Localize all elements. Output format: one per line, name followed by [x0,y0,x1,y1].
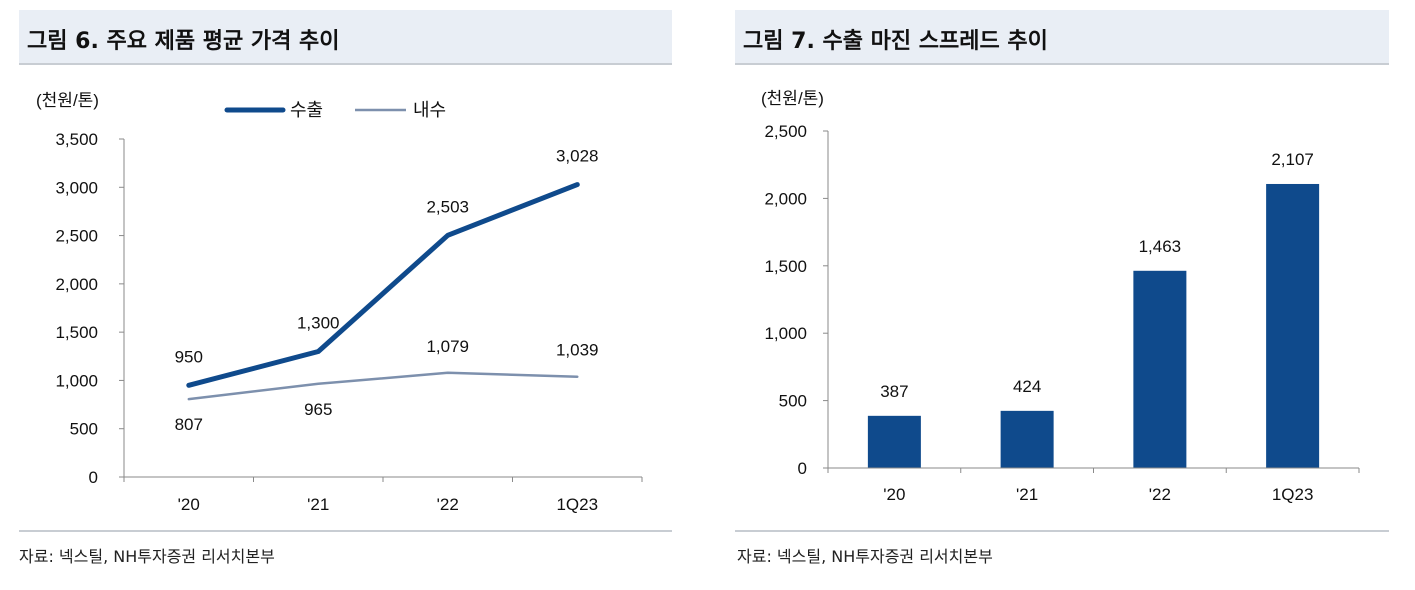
series-line-export [186,182,580,388]
line-chart: (천원/톤) 0 500 1,000 1,500 2,000 2,500 3,000 3,500… [36,91,643,514]
unit-label: (천원/톤) [36,91,99,110]
bar-value-label: 424 [1013,377,1041,396]
x-tick-label: '22 [1149,485,1171,504]
bar-value-label: 1,463 [1139,237,1182,256]
legend-label-export: 수출 [290,100,323,120]
source-note: 자료: 넥스틸, NH투자증권 리서치본부 [737,547,993,566]
y-tick-label: 500 [779,392,807,411]
x-tick-label: 1Q23 [556,495,598,514]
data-label-export: 1,300 [297,313,340,332]
figure-title: 그림 7. 수출 마진 스프레드 추이 [743,29,1048,54]
series-line-domestic [187,371,579,401]
y-tick-label: 3,000 [55,178,98,197]
y-tick-label: 3,500 [55,130,98,149]
x-tick-label: '22 [437,495,459,514]
y-tick-label: 2,500 [764,122,807,141]
data-label-domestic: 1,079 [426,337,469,356]
y-tick-label: 1,000 [764,324,807,343]
data-label-export: 950 [175,347,203,366]
legend-label-domestic: 내수 [413,100,446,120]
bar-chart: (천원/톤) 0 500 1,000 1,500 2,000 2,500 387 424 1,46… [761,89,1360,504]
chart-panel-right: 그림 7. 수출 마진 스프레드 추이 (천원/톤) 0 500 1,000 1,500… [722,0,1415,590]
bar [1133,270,1187,468]
title-bar: 그림 7. 수출 마진 스프레드 추이 [735,10,1389,65]
y-tick-label: 2,500 [55,227,98,246]
bar-value-label: 387 [880,382,908,401]
y-tick-label: 1,500 [55,323,98,342]
x-tick-label: '20 [178,495,200,514]
x-tick-label: '21 [1016,485,1038,504]
x-tick-label: '21 [307,495,329,514]
y-tick-label: 0 [798,459,807,478]
source-note: 자료: 넥스틸, NH투자증권 리서치본부 [19,547,275,566]
y-tick-label: 1,000 [55,371,98,390]
y-tick-label: 2,000 [55,275,98,294]
data-label-export: 2,503 [426,197,469,216]
footer-divider [19,530,672,532]
chart-panel-left: 그림 6. 주요 제품 평균 가격 추이 (천원/톤) 0 500 1,000 1,50… [0,0,690,590]
bar [1266,183,1320,469]
data-label-domestic: 807 [175,415,203,434]
y-tick-label: 0 [89,468,98,487]
y-tick-label: 2,000 [764,189,807,208]
title-bar: 그림 6. 주요 제품 평균 가격 추이 [19,10,672,65]
bar [867,415,921,468]
bar [1000,410,1054,468]
data-label-export: 3,028 [556,147,599,166]
y-tick-label: 500 [70,420,98,439]
footer-divider [735,530,1389,532]
x-tick-label: 1Q23 [1272,485,1314,504]
figure-title: 그림 6. 주요 제품 평균 가격 추이 [27,29,340,54]
bar-value-label: 2,107 [1271,150,1314,169]
data-label-domestic: 965 [304,400,332,419]
x-tick-label: '20 [883,485,905,504]
data-label-domestic: 1,039 [556,341,599,360]
unit-label: (천원/톤) [761,89,824,108]
y-tick-label: 1,500 [764,257,807,276]
